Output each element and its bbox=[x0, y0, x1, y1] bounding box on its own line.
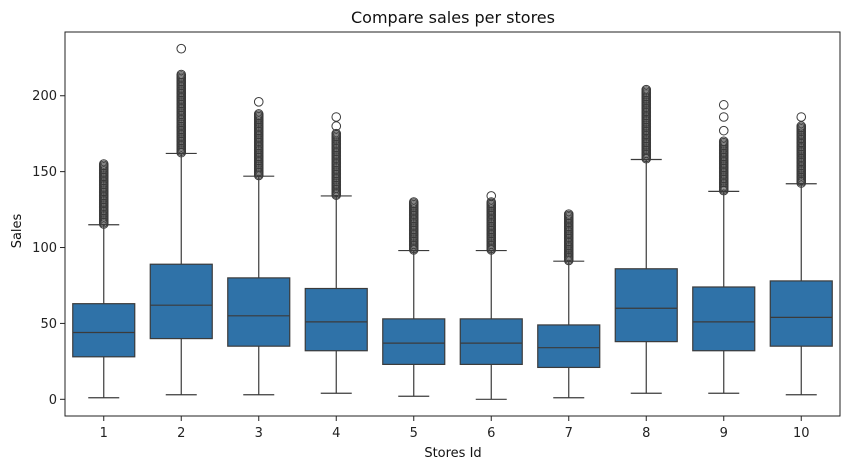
x-tick-label: 7 bbox=[565, 426, 573, 441]
outlier-point bbox=[718, 136, 729, 147]
plot-frame bbox=[64, 31, 841, 417]
x-tick-label: 10 bbox=[793, 426, 810, 441]
outlier-point bbox=[718, 112, 729, 122]
outlier-point bbox=[176, 43, 187, 54]
x-tick-label: 9 bbox=[720, 426, 728, 441]
y-axis-title: Sales bbox=[10, 213, 25, 248]
box-iqr bbox=[304, 287, 368, 352]
chart-title: Compare sales per stores bbox=[351, 8, 555, 27]
x-tick-label: 8 bbox=[642, 426, 650, 441]
box-iqr bbox=[149, 263, 213, 340]
box-iqr bbox=[72, 303, 136, 358]
outlier-point bbox=[408, 197, 419, 207]
x-tick-label: 2 bbox=[177, 426, 185, 441]
y-tick-label: 200 bbox=[32, 89, 57, 104]
x-tick-label: 4 bbox=[332, 426, 340, 441]
box-iqr bbox=[614, 268, 678, 343]
outlier-point bbox=[253, 109, 264, 119]
y-tick-label: 150 bbox=[32, 165, 57, 180]
outlier-point bbox=[331, 128, 342, 139]
y-tick-label: 50 bbox=[40, 317, 57, 332]
outlier-point bbox=[486, 191, 497, 201]
outlier-point bbox=[331, 112, 342, 122]
x-tick-label: 3 bbox=[255, 426, 263, 441]
outlier-point bbox=[486, 197, 497, 207]
x-tick-label: 5 bbox=[410, 426, 418, 441]
outlier-point bbox=[331, 121, 342, 131]
box-iqr bbox=[769, 280, 833, 347]
box-iqr bbox=[227, 277, 291, 347]
y-tick-label: 0 bbox=[49, 393, 57, 408]
x-tick-label: 1 bbox=[100, 426, 108, 441]
box-iqr bbox=[382, 318, 446, 365]
outlier-point bbox=[718, 125, 729, 136]
outlier-point bbox=[563, 209, 574, 219]
x-axis-title: Stores Id bbox=[424, 446, 481, 461]
x-tick-label: 6 bbox=[487, 426, 495, 441]
outlier-point bbox=[718, 100, 729, 110]
box-iqr bbox=[537, 324, 601, 369]
outlier-point bbox=[253, 97, 264, 107]
plot-area: 0 50 100 150 200 1 2 3 4 5 6 7 8 9 10 bbox=[32, 31, 841, 441]
y-tick-label: 100 bbox=[32, 241, 57, 256]
box-iqr bbox=[459, 318, 523, 365]
outlier-point bbox=[98, 159, 109, 169]
outlier-point bbox=[176, 69, 187, 80]
outlier-point bbox=[796, 121, 807, 131]
outlier-point bbox=[641, 84, 652, 95]
box-iqr bbox=[692, 286, 756, 352]
outlier-point bbox=[796, 112, 807, 122]
